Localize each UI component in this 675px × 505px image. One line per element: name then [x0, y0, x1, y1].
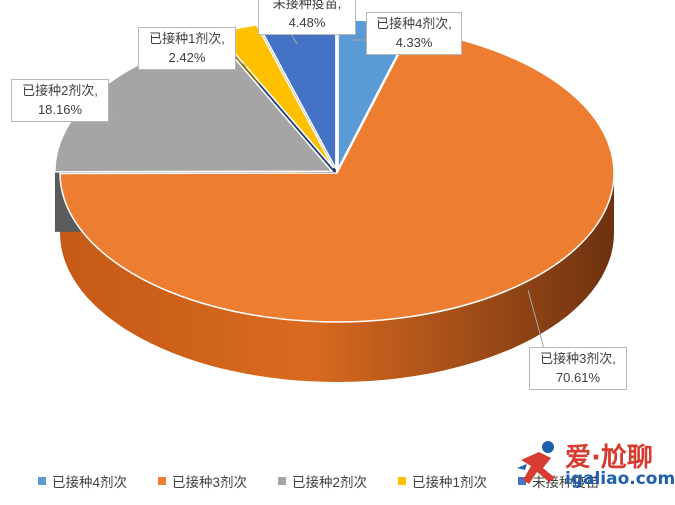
legend-swatch — [158, 477, 167, 485]
legend-label: 已接种1剂次 — [412, 475, 488, 490]
callout-vaccinated-3-doses: 已接种3剂次, 70.61% — [529, 347, 627, 390]
callout-vaccinated-4-doses: 已接种4剂次, 4.33% — [366, 12, 462, 55]
legend-label: 已接种3剂次 — [172, 475, 248, 490]
pie-slice-1 — [59, 28, 615, 323]
legend-item-vaccinated-3-doses: 已接种3剂次 — [158, 471, 247, 491]
callout-label: 未接种疫苗, — [272, 0, 342, 11]
legend-item-vaccinated-1-dose: 已接种1剂次 — [398, 471, 487, 491]
watermark-brand: 爱·尬聊 — [565, 443, 653, 473]
legend-label: 已接种2剂次 — [292, 475, 368, 490]
callout-value: 4.48% — [288, 15, 326, 30]
legend-swatch — [398, 477, 407, 485]
callout-value: 18.16% — [37, 102, 83, 117]
pie-top-faces — [54, 18, 615, 323]
pie-wall-slice-1 — [60, 173, 615, 382]
callout-unvaccinated: 未接种疫苗, 4.48% — [258, 0, 356, 35]
leader-line-2 — [106, 109, 121, 116]
callout-value: 2.42% — [168, 50, 206, 65]
callout-vaccinated-2-doses: 已接种2剂次, 18.16% — [11, 79, 109, 122]
callout-label: 已接种1剂次, — [149, 31, 225, 46]
legend-label: 已接种4剂次 — [52, 475, 128, 490]
callout-label: 已接种3剂次, — [540, 351, 616, 366]
callout-label: 已接种2剂次, — [22, 83, 98, 98]
callout-vaccinated-1-dose: 已接种1剂次, 2.42% — [138, 27, 236, 70]
callout-value: 70.61% — [555, 370, 601, 385]
leader-line-1 — [527, 289, 546, 353]
chart-legend: 已接种4剂次 已接种3剂次 已接种2剂次 已接种1剂次 未接种疫苗 — [38, 471, 631, 491]
legend-swatch — [38, 477, 46, 485]
running-person-icon — [517, 441, 555, 484]
leader-line-3 — [233, 56, 247, 67]
legend-swatch — [518, 477, 527, 485]
legend-swatch — [278, 477, 287, 485]
watermark: 爱·尬聊 igaliao.com — [515, 436, 675, 496]
legend-item-vaccinated-2-doses: 已接种2剂次 — [278, 471, 367, 491]
callout-value: 4.33% — [395, 35, 433, 50]
legend-item-vaccinated-4-doses: 已接种4剂次 — [38, 471, 127, 491]
watermark-url: igaliao.com — [565, 469, 675, 489]
callout-label: 已接种4剂次, — [376, 16, 452, 31]
